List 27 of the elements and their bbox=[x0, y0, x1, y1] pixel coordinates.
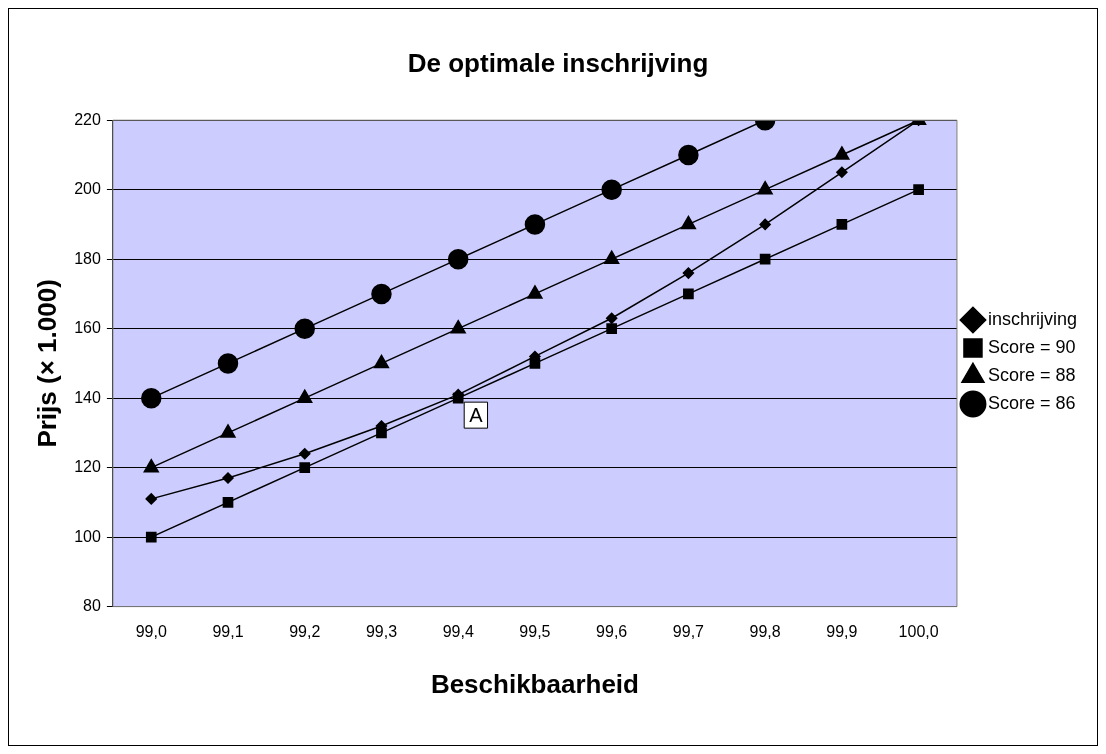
y-tick-label: 120 bbox=[74, 458, 101, 476]
x-tick-label: 99,9 bbox=[826, 622, 858, 640]
x-tick-label: 99,6 bbox=[596, 622, 628, 640]
chart-title: De optimale inschrijving bbox=[407, 47, 709, 78]
x-tick-label: 99,4 bbox=[442, 622, 474, 640]
y-tick-label: 100 bbox=[74, 527, 101, 545]
y-tick-label: 80 bbox=[83, 597, 101, 615]
y-tick-label: 220 bbox=[74, 110, 101, 128]
y-tick-label: 140 bbox=[74, 388, 101, 406]
x-tick-label: 99,8 bbox=[749, 622, 781, 640]
legend-label: inschrijving bbox=[987, 308, 1078, 329]
x-tick-label: 99,2 bbox=[289, 622, 321, 640]
legend-label: Score = 86 bbox=[987, 392, 1076, 413]
y-axis-title: Prijs (× 1.000) bbox=[31, 279, 62, 448]
x-tick-label: 99,0 bbox=[135, 622, 167, 640]
legend-label: Score = 90 bbox=[987, 336, 1076, 357]
x-axis-title: Beschikbaarheid bbox=[430, 668, 639, 699]
x-tick-label: 99,7 bbox=[672, 622, 705, 640]
x-tick-label: 99,1 bbox=[212, 622, 244, 640]
y-tick-label: 160 bbox=[74, 319, 101, 337]
x-tick-label: 100,0 bbox=[898, 622, 939, 640]
legend-label: Score = 88 bbox=[987, 364, 1076, 385]
x-tick-label: 99,5 bbox=[519, 622, 551, 640]
y-tick-label: 180 bbox=[74, 249, 101, 267]
y-tick-label: 200 bbox=[74, 180, 101, 198]
annotation: A bbox=[469, 403, 484, 426]
x-tick-label: 99,3 bbox=[365, 622, 398, 640]
